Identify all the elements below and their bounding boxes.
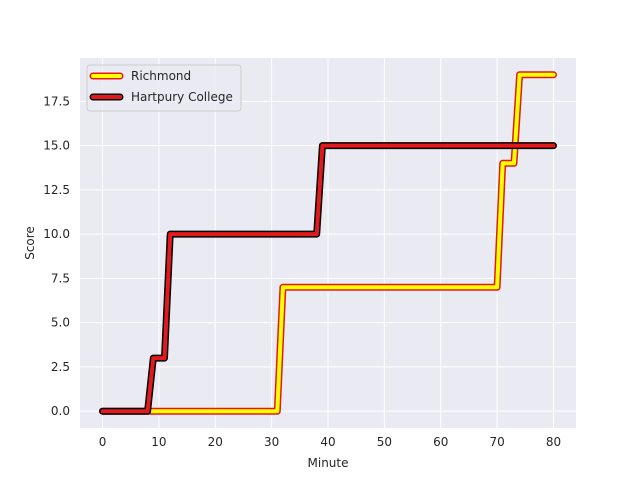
x-tick-label: 20 (208, 435, 223, 449)
series-lines (99, 71, 557, 415)
x-tick-label: 50 (377, 435, 392, 449)
legend-box (86, 64, 242, 112)
y-tick-label: 7.5 (51, 271, 70, 285)
y-tick-labels: 0.0 2.5 5.0 7.5 10.0 12.5 15.0 17.5 (43, 94, 70, 418)
x-tick-label: 80 (546, 435, 561, 449)
x-tick-label: 30 (264, 435, 279, 449)
legend-label-hartpury-college: Hartpury College (131, 90, 233, 104)
x-tick-labels: 0 10 20 30 40 50 60 70 80 (99, 435, 561, 449)
y-tick-label: 2.5 (51, 360, 70, 374)
legend: Richmond Hartpury College (86, 64, 242, 112)
y-tick-label: 12.5 (43, 183, 70, 197)
x-tick-label: 70 (489, 435, 504, 449)
y-tick-label: 17.5 (43, 94, 70, 108)
y-tick-label: 0.0 (51, 404, 70, 418)
y-axis-label: Score (23, 226, 37, 260)
x-tick-label: 10 (151, 435, 166, 449)
x-tick-label: 60 (433, 435, 448, 449)
y-tick-label: 10.0 (43, 227, 70, 241)
y-tick-label: 15.0 (43, 139, 70, 153)
y-tick-label: 5.0 (51, 316, 70, 330)
x-tick-label: 0 (99, 435, 107, 449)
grid-lines (80, 58, 576, 428)
x-axis-label: Minute (308, 456, 349, 470)
x-tick-label: 40 (320, 435, 335, 449)
series-line-hartpury-college (100, 143, 556, 414)
series-line-richmond (100, 72, 556, 414)
legend-label-richmond: Richmond (131, 69, 191, 83)
